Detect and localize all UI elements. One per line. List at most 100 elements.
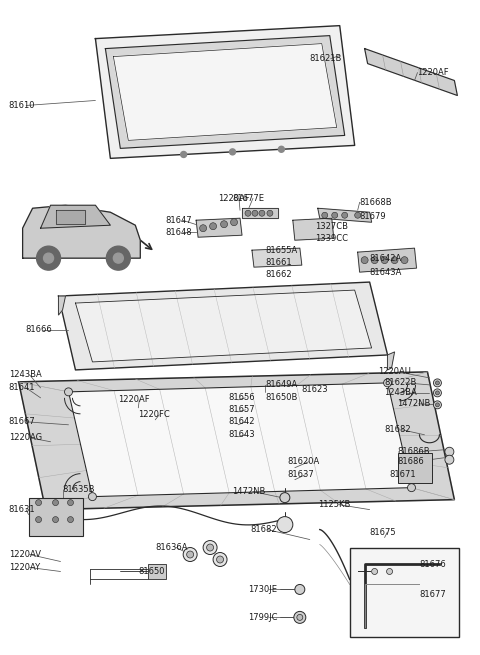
- Circle shape: [384, 379, 392, 387]
- Circle shape: [433, 389, 442, 397]
- Text: 81650: 81650: [138, 567, 165, 576]
- Circle shape: [216, 556, 224, 563]
- Circle shape: [435, 381, 439, 385]
- Polygon shape: [387, 352, 395, 370]
- Polygon shape: [196, 218, 242, 237]
- Text: 81677E: 81677E: [232, 194, 264, 203]
- Polygon shape: [59, 296, 65, 315]
- Circle shape: [180, 151, 187, 157]
- Polygon shape: [242, 208, 278, 218]
- Polygon shape: [41, 205, 110, 228]
- Text: 81620A: 81620A: [288, 457, 320, 466]
- Text: 81675: 81675: [370, 528, 396, 537]
- Circle shape: [88, 493, 96, 500]
- Circle shape: [361, 257, 368, 263]
- Text: 81641: 81641: [9, 383, 35, 392]
- Text: 1472NB: 1472NB: [397, 400, 431, 408]
- Circle shape: [408, 483, 416, 492]
- Polygon shape: [113, 44, 336, 140]
- Circle shape: [187, 551, 193, 558]
- Text: 81682: 81682: [250, 525, 276, 534]
- Circle shape: [342, 212, 348, 218]
- Text: 81656: 81656: [228, 394, 255, 402]
- Circle shape: [183, 548, 197, 561]
- Polygon shape: [365, 48, 457, 96]
- Circle shape: [252, 210, 258, 216]
- Text: 1243BA: 1243BA: [9, 370, 41, 379]
- Text: 81657: 81657: [228, 405, 255, 415]
- Text: 1730JE: 1730JE: [248, 585, 277, 594]
- Text: 81643A: 81643A: [370, 268, 402, 276]
- Circle shape: [391, 257, 398, 263]
- Polygon shape: [75, 290, 372, 362]
- Text: 1220AY: 1220AY: [9, 563, 40, 572]
- FancyBboxPatch shape: [29, 498, 84, 536]
- Text: 81635B: 81635B: [62, 485, 95, 494]
- Text: 81647: 81647: [165, 215, 192, 225]
- Circle shape: [200, 225, 206, 232]
- Circle shape: [401, 257, 408, 263]
- Text: 81642A: 81642A: [370, 253, 402, 263]
- Circle shape: [36, 246, 60, 270]
- Circle shape: [107, 246, 130, 270]
- Polygon shape: [293, 218, 334, 240]
- FancyBboxPatch shape: [350, 548, 459, 637]
- Text: 81642: 81642: [228, 417, 254, 426]
- Text: 81661: 81661: [265, 257, 291, 267]
- Circle shape: [259, 210, 265, 216]
- Text: 81637: 81637: [288, 470, 314, 479]
- Circle shape: [267, 210, 273, 216]
- Circle shape: [445, 447, 454, 457]
- Circle shape: [44, 253, 54, 263]
- Circle shape: [322, 212, 328, 218]
- Text: 1220AG: 1220AG: [9, 433, 42, 442]
- Text: 81671: 81671: [390, 470, 416, 479]
- Circle shape: [220, 221, 228, 228]
- Circle shape: [68, 517, 73, 523]
- Text: 1220AF: 1220AF: [218, 194, 250, 203]
- Circle shape: [435, 391, 439, 395]
- Circle shape: [203, 540, 217, 555]
- Text: 81662: 81662: [265, 270, 291, 278]
- Text: 81650B: 81650B: [265, 394, 297, 402]
- Text: 1472NB: 1472NB: [232, 487, 265, 496]
- Text: 81676: 81676: [420, 560, 446, 569]
- Circle shape: [68, 500, 73, 506]
- Polygon shape: [358, 248, 417, 272]
- Circle shape: [433, 401, 442, 409]
- Text: 81686: 81686: [397, 457, 424, 466]
- Text: 1220AU: 1220AU: [378, 367, 410, 377]
- Polygon shape: [59, 282, 387, 370]
- Circle shape: [371, 257, 378, 263]
- Circle shape: [355, 212, 360, 218]
- Circle shape: [295, 584, 305, 595]
- Circle shape: [433, 379, 442, 387]
- Circle shape: [213, 553, 227, 567]
- Polygon shape: [19, 372, 455, 510]
- Text: 81649A: 81649A: [265, 381, 297, 389]
- Polygon shape: [56, 210, 85, 224]
- Text: 81682: 81682: [384, 425, 411, 434]
- Polygon shape: [69, 383, 411, 496]
- Text: 81666: 81666: [25, 326, 52, 335]
- Circle shape: [332, 212, 338, 218]
- Text: 1339CC: 1339CC: [315, 234, 348, 243]
- Circle shape: [64, 388, 72, 396]
- Circle shape: [36, 500, 42, 506]
- Text: 1220FC: 1220FC: [138, 410, 170, 419]
- Text: 81631: 81631: [9, 505, 36, 514]
- Text: 1220AF: 1220AF: [418, 68, 449, 77]
- Text: 81623: 81623: [302, 385, 328, 394]
- Text: 1243BA: 1243BA: [384, 388, 417, 398]
- Circle shape: [280, 493, 290, 502]
- Circle shape: [229, 149, 236, 155]
- Text: 81677: 81677: [420, 590, 446, 599]
- Text: 1125KB: 1125KB: [318, 500, 350, 509]
- Text: 81679: 81679: [360, 212, 386, 221]
- Circle shape: [297, 614, 303, 620]
- Circle shape: [210, 223, 216, 230]
- Circle shape: [386, 569, 393, 574]
- Text: 1220AV: 1220AV: [9, 550, 41, 559]
- Polygon shape: [318, 208, 372, 222]
- Circle shape: [52, 500, 59, 506]
